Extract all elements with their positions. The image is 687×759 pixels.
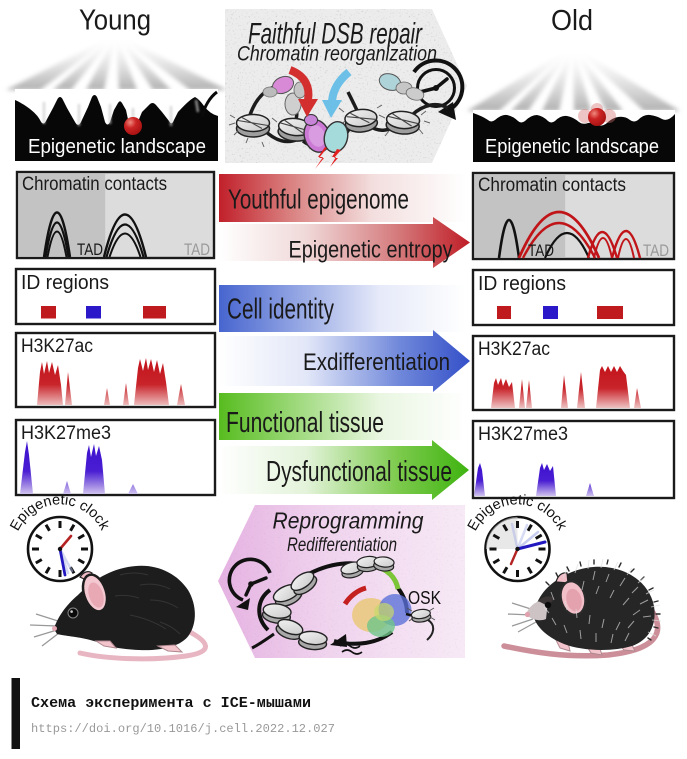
svg-text:H3K27ac: H3K27ac [478, 339, 550, 360]
svg-text:TAD: TAD [184, 240, 210, 259]
svg-text:Chromatin contacts: Chromatin contacts [478, 175, 626, 196]
svg-text:OSK: OSK [408, 588, 441, 608]
svg-text:Young: Young [79, 5, 151, 37]
svg-text:Youthful epigenome: Youthful epigenome [228, 184, 409, 215]
svg-text:ID regions: ID regions [478, 273, 566, 295]
svg-text:Old: Old [551, 5, 593, 37]
svg-text:Схема эксперимента с ICE-мышам: Схема эксперимента с ICE-мышами [31, 695, 311, 712]
svg-text:Exdifferentiation: Exdifferentiation [303, 349, 450, 376]
svg-text:Faithful DSB repair: Faithful DSB repair [248, 18, 423, 51]
svg-text:TAD: TAD [528, 241, 554, 260]
svg-text:Redifferentiation: Redifferentiation [287, 535, 397, 556]
svg-text:H3K27me3: H3K27me3 [478, 424, 568, 445]
svg-text:Functional tissue: Functional tissue [226, 407, 384, 439]
svg-text:H3K27ac: H3K27ac [21, 336, 93, 357]
svg-text:Chromatin contacts: Chromatin contacts [22, 174, 167, 195]
svg-text:Epigenetic landscape: Epigenetic landscape [28, 136, 206, 158]
svg-text:Cell identity: Cell identity [227, 294, 335, 326]
svg-text:Chromatin reorganization: Chromatin reorganization [237, 43, 437, 66]
svg-text:Epigenetic landscape: Epigenetic landscape [485, 136, 659, 158]
svg-text:Epigenetic entropy: Epigenetic entropy [289, 237, 454, 264]
svg-text:https://doi.org/10.1016/j.cell: https://doi.org/10.1016/j.cell.2022.12.0… [31, 722, 335, 736]
svg-text:Dysfunctional tissue: Dysfunctional tissue [266, 456, 452, 488]
svg-text:TAD: TAD [77, 240, 103, 259]
svg-text:TAD: TAD [643, 241, 669, 260]
svg-text:ID regions: ID regions [21, 272, 109, 294]
svg-text:H3K27me3: H3K27me3 [21, 423, 111, 444]
svg-text:Reprogramming: Reprogramming [273, 508, 424, 534]
